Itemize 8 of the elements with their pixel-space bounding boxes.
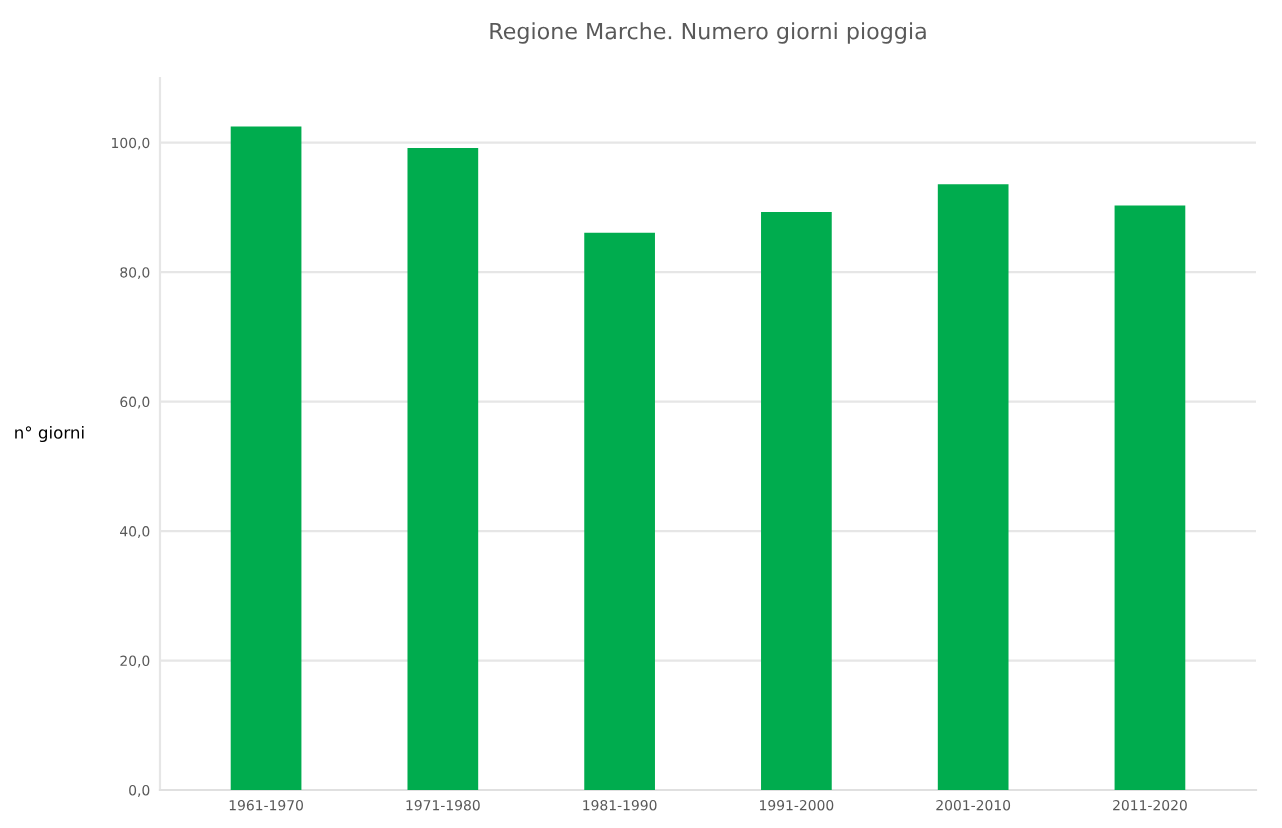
y-axis-title: n° giorni bbox=[15, 425, 84, 443]
bar bbox=[761, 211, 832, 790]
bar bbox=[1114, 205, 1186, 790]
bar bbox=[937, 184, 1009, 790]
bar bbox=[584, 232, 655, 790]
bar bbox=[230, 126, 302, 790]
bar bbox=[407, 147, 479, 790]
chart-title: Regione Marche. Numero giorni pioggia bbox=[490, 22, 926, 44]
